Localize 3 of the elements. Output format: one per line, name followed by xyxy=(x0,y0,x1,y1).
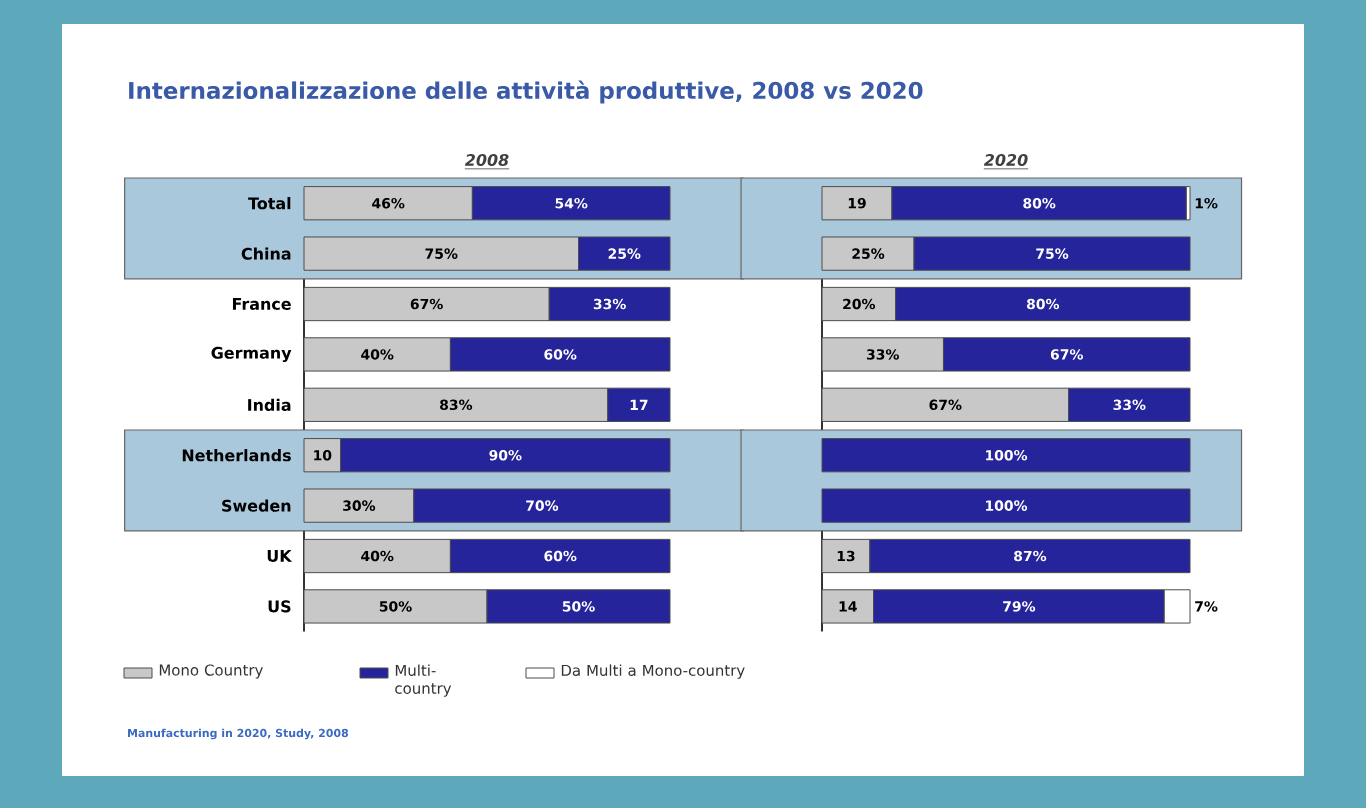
bar xyxy=(821,488,1191,523)
bar xyxy=(821,438,1191,473)
chart-title: Internazionalizzazione delle attività produttive, 2008 vs 2020 xyxy=(129,80,923,104)
